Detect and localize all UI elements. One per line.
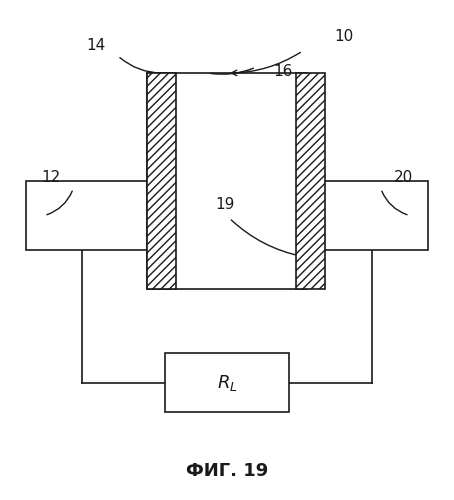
Bar (147, 73, 176, 290)
Text: ФИГ. 19: ФИГ. 19 (186, 462, 268, 480)
Bar (165, 353, 289, 412)
Text: 10: 10 (334, 28, 353, 44)
Text: 14: 14 (86, 38, 105, 54)
Text: 12: 12 (41, 170, 60, 185)
Text: 20: 20 (394, 170, 413, 185)
Bar (147, 73, 307, 290)
Text: 16: 16 (274, 64, 293, 79)
Text: 19: 19 (215, 196, 234, 212)
Text: $R_L$: $R_L$ (217, 372, 237, 393)
Bar (296, 73, 325, 290)
Bar (26, 181, 428, 250)
